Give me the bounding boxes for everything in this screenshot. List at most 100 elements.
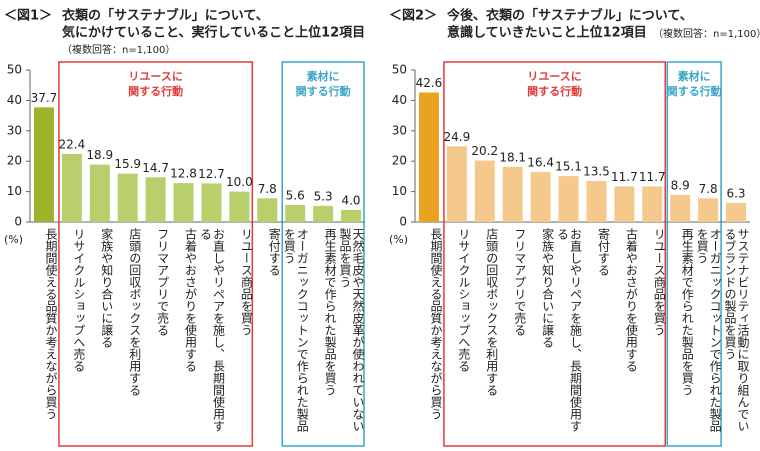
value-label: 11.7 (611, 170, 638, 184)
y-tick-label: 20 (7, 154, 22, 168)
bar (698, 198, 719, 222)
bar (33, 107, 54, 222)
chart: ＜図1＞ 衣類の「サステナブル」について、気にかけていること、実行していること上位… (4, 8, 365, 447)
bar (201, 183, 222, 222)
bar (670, 194, 691, 222)
y-tick-label: 40 (7, 93, 22, 107)
y-tick-label: 30 (392, 123, 407, 137)
bar (726, 202, 747, 222)
value-label: 18.9 (86, 148, 113, 162)
value-label: 4.0 (341, 193, 360, 207)
chart-subtitle: （複数回答：n=1,100） (653, 27, 760, 40)
bar (502, 166, 523, 222)
chart-title: 気にかけていること、実行していること上位12項目 (62, 25, 365, 41)
bar (61, 153, 82, 222)
category-label: リユース商品を買う (652, 228, 667, 336)
value-label: 15.9 (114, 157, 141, 171)
chart-subtitle: （複数回答：n=1,100） (62, 43, 175, 56)
bar (313, 205, 334, 222)
value-label: 7.8 (258, 182, 277, 196)
group-box (281, 61, 365, 447)
figure-label: ＜図2＞ (389, 9, 437, 24)
bar (530, 172, 551, 222)
y-tick-label: 0 (399, 215, 407, 229)
category-label: お直しやリペアを施し、長期間使用する (198, 228, 226, 432)
category-label: 再生素材で作られた製品を買う (680, 228, 695, 396)
value-label: 8.9 (671, 178, 690, 192)
category-label: フリマアプリで売る (155, 228, 170, 336)
bar (418, 92, 439, 222)
chart-title: 今後、衣類の「サステナブル」について、 (446, 8, 693, 24)
value-label: 5.3 (314, 189, 333, 203)
group-label: 素材に (307, 69, 340, 83)
chart-title: 衣類の「サステナブル」について、 (62, 8, 269, 24)
value-label: 24.9 (444, 130, 471, 144)
y-tick-label: 40 (392, 93, 407, 107)
y-tick-label: 10 (7, 184, 22, 198)
chart-panel: ＜図1＞ 衣類の「サステナブル」について、 気にかけていること、実行していること上位… (0, 0, 375, 451)
category-label: 再生素材で作られた製品を買う (323, 228, 338, 396)
chart-title: 意識していきたいこと上位12項目 (447, 25, 647, 41)
group-label: 関する行動 (128, 84, 183, 98)
y-unit: (%) (389, 233, 408, 246)
group-label: 関する行動 (296, 84, 351, 98)
category-label: フリマアプリで売る (512, 228, 527, 336)
group-box (58, 61, 254, 447)
group-label: リユースに (128, 70, 182, 83)
value-label: 12.8 (170, 167, 197, 181)
bar (341, 209, 362, 222)
value-label: 22.4 (59, 137, 86, 151)
category-label: お直しやリペアを施し、長期間使用する (555, 228, 583, 432)
bar (173, 183, 194, 222)
value-label: 20.2 (471, 144, 498, 158)
category-label: 長期間使える品質か考えながら買う (43, 228, 58, 420)
category-label: 寄付する (596, 228, 611, 276)
group-label: 関する行動 (667, 84, 722, 98)
category-label: オーガニックコットンで作られた製品を買う (695, 228, 723, 432)
bar (558, 176, 579, 222)
value-label: 10.0 (226, 175, 253, 189)
y-tick-label: 50 (7, 63, 22, 77)
category-label: サステナビリティ活動に取り組んでいるブランドの製品を買う (723, 228, 751, 432)
bar (229, 191, 250, 222)
category-label: 店頭の回収ボックスを利用する (127, 228, 142, 396)
category-label: 古着やおさがりを使用する (624, 228, 639, 372)
y-tick-label: 50 (392, 63, 407, 77)
group-label: 素材に (678, 69, 711, 83)
category-label: リサイクルショップへ売る (456, 228, 471, 372)
chart-panel: ＜図2＞ 今後、衣類の「サステナブル」について、 意識していきたいこと上位12項目 （… (385, 0, 760, 451)
y-unit: (%) (4, 233, 23, 246)
group-box (666, 61, 722, 447)
value-label: 14.7 (142, 161, 169, 175)
value-label: 5.6 (286, 188, 305, 202)
category-label: リサイクルショップへ売る (71, 228, 86, 372)
category-label: オーガニックコットンで作られた製品を買う (282, 228, 310, 432)
bar (117, 173, 138, 222)
category-label: 古着やおさがりを使用する (183, 228, 198, 372)
category-label: リユース商品を買う (239, 228, 254, 336)
figure-label: ＜図1＞ (4, 9, 52, 24)
y-tick-label: 0 (14, 215, 22, 229)
bar (474, 160, 495, 222)
category-label: 寄付する (267, 228, 282, 276)
chart: ＜図2＞ 今後、衣類の「サステナブル」について、意識していきたいこと上位12項目 （… (389, 8, 760, 447)
value-label: 13.5 (583, 164, 610, 178)
bar (89, 164, 110, 222)
bar (586, 180, 607, 222)
value-label: 18.1 (499, 150, 526, 164)
group-label: 関する行動 (527, 84, 582, 98)
bar (446, 146, 467, 222)
bar (257, 198, 278, 222)
y-tick-label: 20 (392, 154, 407, 168)
value-label: 7.8 (699, 182, 718, 196)
value-label: 16.4 (527, 156, 554, 170)
category-label: 店頭の回収ボックスを利用する (484, 228, 499, 396)
value-label: 42.6 (416, 76, 443, 90)
value-label: 12.7 (198, 167, 225, 181)
bar (614, 186, 635, 222)
category-label: 家族や知り合いに譲る (540, 228, 555, 348)
value-label: 11.7 (639, 170, 666, 184)
value-label: 37.7 (31, 91, 58, 105)
value-label: 15.1 (555, 160, 582, 174)
